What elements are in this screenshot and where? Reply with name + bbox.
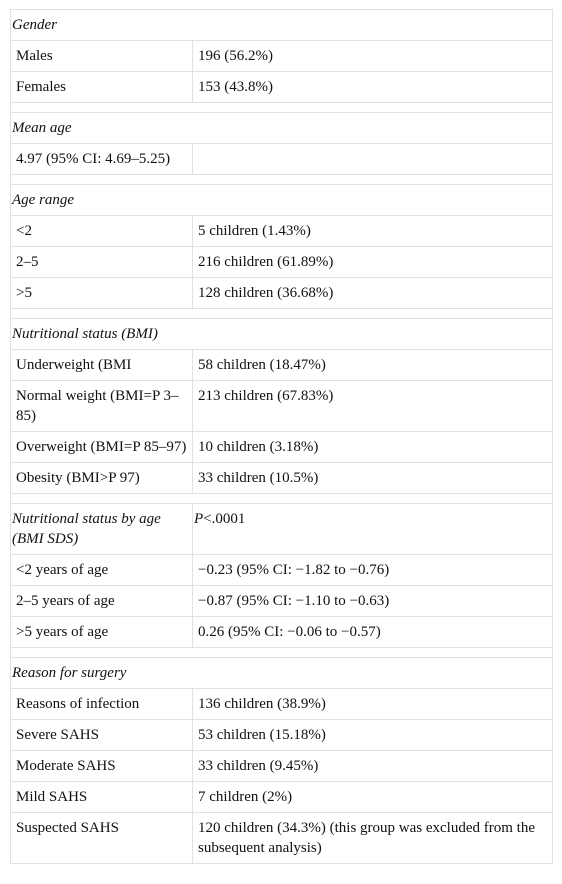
row-label: >5 bbox=[10, 277, 193, 309]
row-value: 33 children (10.5%) bbox=[192, 462, 553, 494]
demographics-table: Gender Males 196 (56.2%) Females 153 (43… bbox=[10, 9, 553, 864]
table-row: Mild SAHS 7 children (2%) bbox=[10, 781, 553, 813]
section-header-row: Nutritional status (BMI) bbox=[10, 318, 553, 350]
p-value-text: <.0001 bbox=[203, 511, 246, 527]
table-row: 2–5 years of age −0.87 (95% CI: −1.10 to… bbox=[10, 585, 553, 617]
row-value: 136 children (38.9%) bbox=[192, 688, 553, 720]
row-value: −0.87 (95% CI: −1.10 to −0.63) bbox=[192, 585, 553, 617]
row-label: <2 bbox=[10, 215, 193, 247]
table-row: Males 196 (56.2%) bbox=[10, 40, 553, 72]
section-spacer bbox=[10, 308, 553, 319]
row-label: Overweight (BMI=P 85–97) bbox=[10, 431, 193, 463]
row-value: 7 children (2%) bbox=[192, 781, 553, 813]
row-label: Males bbox=[10, 40, 193, 72]
row-value: 153 (43.8%) bbox=[192, 71, 553, 103]
section-spacer bbox=[10, 647, 553, 658]
section-spacer bbox=[10, 174, 553, 185]
table-row: Moderate SAHS 33 children (9.45%) bbox=[10, 750, 553, 782]
section-header-row: Nutritional status by age (BMI SDS) P<.0… bbox=[10, 503, 553, 555]
table-row: >5 128 children (36.68%) bbox=[10, 277, 553, 309]
table-row: Normal weight (BMI=P 3–85) 213 children … bbox=[10, 380, 553, 432]
p-value: P<.0001 bbox=[192, 503, 553, 555]
section-header-row: Mean age bbox=[10, 112, 553, 144]
row-value: 120 children (34.3%) (this group was exc… bbox=[192, 812, 553, 864]
table-row: Overweight (BMI=P 85–97) 10 children (3.… bbox=[10, 431, 553, 463]
table-row: <2 years of age −0.23 (95% CI: −1.82 to … bbox=[10, 554, 553, 586]
row-value bbox=[192, 143, 553, 175]
row-label: Suspected SAHS bbox=[10, 812, 193, 864]
section-header: Age range bbox=[10, 184, 553, 216]
table-row: Females 153 (43.8%) bbox=[10, 71, 553, 103]
section-header: Nutritional status (BMI) bbox=[10, 318, 553, 350]
table-row: 2–5 216 children (61.89%) bbox=[10, 246, 553, 278]
table-row: Severe SAHS 53 children (15.18%) bbox=[10, 719, 553, 751]
table-row: Reasons of infection 136 children (38.9%… bbox=[10, 688, 553, 720]
row-label: Underweight (BMI bbox=[10, 349, 193, 381]
row-value: 53 children (15.18%) bbox=[192, 719, 553, 751]
row-label: Moderate SAHS bbox=[10, 750, 193, 782]
row-value: 0.26 (95% CI: −0.06 to −0.57) bbox=[192, 616, 553, 648]
row-label: 4.97 (95% CI: 4.69–5.25) bbox=[10, 143, 193, 175]
row-label: >5 years of age bbox=[10, 616, 193, 648]
section-spacer bbox=[10, 493, 553, 504]
section-header: Reason for surgery bbox=[10, 657, 553, 689]
row-value: 216 children (61.89%) bbox=[192, 246, 553, 278]
row-label: <2 years of age bbox=[10, 554, 193, 586]
row-label: 2–5 bbox=[10, 246, 193, 278]
section-header: Nutritional status by age (BMI SDS) bbox=[10, 503, 193, 555]
table-row: <2 5 children (1.43%) bbox=[10, 215, 553, 247]
row-value: 58 children (18.47%) bbox=[192, 349, 553, 381]
row-value: −0.23 (95% CI: −1.82 to −0.76) bbox=[192, 554, 553, 586]
row-label: Reasons of infection bbox=[10, 688, 193, 720]
row-label: Females bbox=[10, 71, 193, 103]
row-value: 33 children (9.45%) bbox=[192, 750, 553, 782]
row-label: Severe SAHS bbox=[10, 719, 193, 751]
table-row: 4.97 (95% CI: 4.69–5.25) bbox=[10, 143, 553, 175]
row-label: Normal weight (BMI=P 3–85) bbox=[10, 380, 193, 432]
row-label: Obesity (BMI>P 97) bbox=[10, 462, 193, 494]
table-row: >5 years of age 0.26 (95% CI: −0.06 to −… bbox=[10, 616, 553, 648]
section-header: Mean age bbox=[10, 112, 553, 144]
row-value: 10 children (3.18%) bbox=[192, 431, 553, 463]
section-header-row: Gender bbox=[10, 9, 553, 41]
section-header-row: Age range bbox=[10, 184, 553, 216]
p-symbol: P bbox=[194, 511, 204, 527]
section-spacer bbox=[10, 102, 553, 113]
row-label: Mild SAHS bbox=[10, 781, 193, 813]
row-value: 213 children (67.83%) bbox=[192, 380, 553, 432]
row-value: 196 (56.2%) bbox=[192, 40, 553, 72]
row-value: 5 children (1.43%) bbox=[192, 215, 553, 247]
section-header-row: Reason for surgery bbox=[10, 657, 553, 689]
row-value: 128 children (36.68%) bbox=[192, 277, 553, 309]
table-row: Suspected SAHS 120 children (34.3%) (thi… bbox=[10, 812, 553, 864]
section-header: Gender bbox=[10, 9, 553, 41]
table-row: Underweight (BMI 58 children (18.47%) bbox=[10, 349, 553, 381]
row-label: 2–5 years of age bbox=[10, 585, 193, 617]
table-row: Obesity (BMI>P 97) 33 children (10.5%) bbox=[10, 462, 553, 494]
